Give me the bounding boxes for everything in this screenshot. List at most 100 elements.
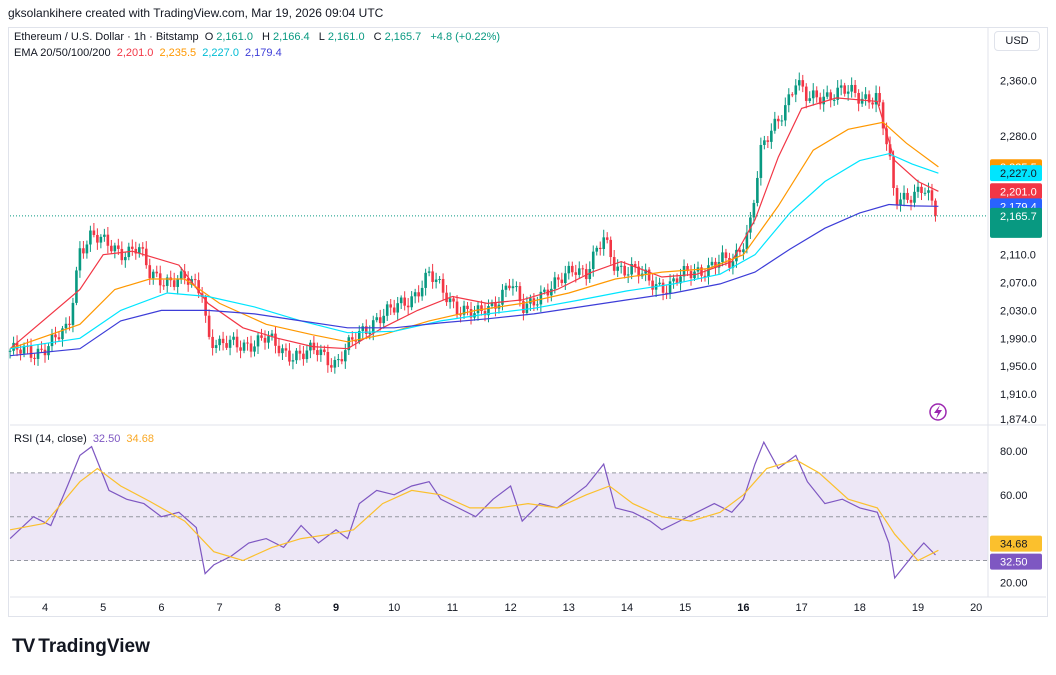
candle-body: [899, 199, 902, 206]
candle-body: [637, 266, 640, 277]
candle-body: [846, 91, 850, 94]
candle-body: [787, 94, 791, 106]
candle-body: [57, 337, 61, 340]
candle-body: [742, 249, 745, 253]
candle-body: [291, 360, 295, 362]
candle-body: [455, 301, 459, 315]
candle-body: [811, 90, 815, 99]
candle-body: [110, 245, 113, 252]
lightning-icon: [929, 403, 947, 421]
candle-body: [564, 273, 567, 284]
candle-body: [815, 90, 819, 98]
symbol-legend: Ethereum / U.S. Dollar · 1h · Bitstamp O…: [14, 31, 503, 43]
candle-body: [749, 217, 752, 233]
candle-body: [609, 239, 613, 258]
candle-body: [295, 350, 298, 361]
candle-body: [784, 105, 787, 121]
ema100-price-tag: 2,227.0: [1000, 168, 1037, 180]
time-tick-label: 18: [854, 602, 866, 614]
candle-body: [249, 343, 253, 352]
candle-body: [679, 276, 682, 284]
candle-body: [71, 302, 75, 325]
candle-body: [616, 266, 619, 271]
price-tick-label: 1,990.0: [1000, 333, 1037, 345]
rsi-ma-line: [9, 459, 939, 562]
candle-body: [207, 315, 211, 337]
currency-button[interactable]: USD: [994, 31, 1040, 51]
candle-body: [668, 281, 672, 294]
candle-body: [242, 342, 246, 351]
candle-body: [368, 332, 372, 334]
candle-body: [511, 286, 515, 289]
candle-body: [260, 335, 263, 338]
candle-body: [399, 297, 403, 304]
candle-body: [434, 279, 438, 282]
rsi-line: [9, 440, 936, 580]
candle-body: [347, 337, 351, 351]
candle-body: [302, 353, 305, 360]
rsi-ma-tag-bg: [990, 535, 1042, 552]
price-tick-label: 1,874.0: [1000, 414, 1037, 426]
candle-body: [253, 346, 256, 352]
candle-body: [183, 271, 186, 279]
candle-body: [773, 118, 777, 131]
candle-body: [89, 230, 92, 245]
candle-body: [850, 84, 853, 92]
time-tick-label: 20: [970, 602, 982, 614]
candle-body: [403, 297, 406, 306]
candle-body: [50, 334, 54, 347]
candle-body: [777, 118, 780, 122]
candle-body: [448, 298, 452, 303]
tradingview-logo[interactable]: TV TradingView: [12, 636, 150, 658]
candle-body: [581, 268, 585, 270]
candle-body: [867, 94, 871, 103]
candle-body: [843, 85, 846, 94]
candle-body: [714, 261, 717, 268]
candle-body: [120, 248, 124, 261]
candle-body: [396, 303, 399, 313]
candle-body: [357, 330, 361, 342]
candle-body: [619, 265, 623, 267]
candle-body: [707, 265, 710, 277]
candle-body: [131, 246, 134, 249]
candle-body: [553, 277, 557, 289]
candle-body: [483, 311, 487, 316]
candle-body: [756, 177, 759, 203]
ohlc-low: L 2,161.0: [318, 31, 365, 43]
price-tick-label: 2,360.0: [1000, 76, 1037, 88]
candle-body: [144, 248, 148, 266]
candle-body: [452, 298, 455, 302]
ema20-value: 2,201.0: [116, 47, 154, 59]
candle-body: [661, 282, 665, 293]
candle-body: [438, 278, 441, 280]
time-tick-label: 17: [795, 602, 807, 614]
candle-body: [647, 269, 651, 281]
candle-body: [246, 342, 249, 344]
time-tick-label: 19: [912, 602, 924, 614]
ema20-price-tag-bg: [990, 183, 1042, 200]
candle-body: [557, 277, 560, 280]
candle-body: [913, 191, 916, 203]
candle-body: [364, 326, 368, 334]
time-tick-label: 7: [217, 602, 223, 614]
time-tick-label: 12: [504, 602, 516, 614]
ema100-value: 2,227.0: [202, 47, 239, 59]
ema-legend: EMA 20/50/100/200 2,201.0 2,235.5 2,227.…: [14, 47, 285, 59]
candle-body: [344, 350, 347, 362]
candle-body: [529, 298, 532, 304]
time-tick-label: 5: [100, 602, 106, 614]
candle-body: [574, 272, 578, 275]
candle-body: [836, 87, 839, 100]
candle-body: [340, 359, 344, 362]
candle-body: [29, 345, 33, 358]
rsi-label: RSI (14, close): [14, 433, 87, 445]
candle-body: [64, 323, 68, 329]
candle-body: [319, 349, 323, 356]
candle-body: [570, 265, 574, 273]
rsi-value-tag-bg: [990, 553, 1042, 570]
candle-body: [316, 350, 319, 356]
ohlc-high: H 2,166.4: [262, 31, 310, 43]
candle-body: [462, 305, 466, 315]
time-tick-label: 10: [388, 602, 400, 614]
